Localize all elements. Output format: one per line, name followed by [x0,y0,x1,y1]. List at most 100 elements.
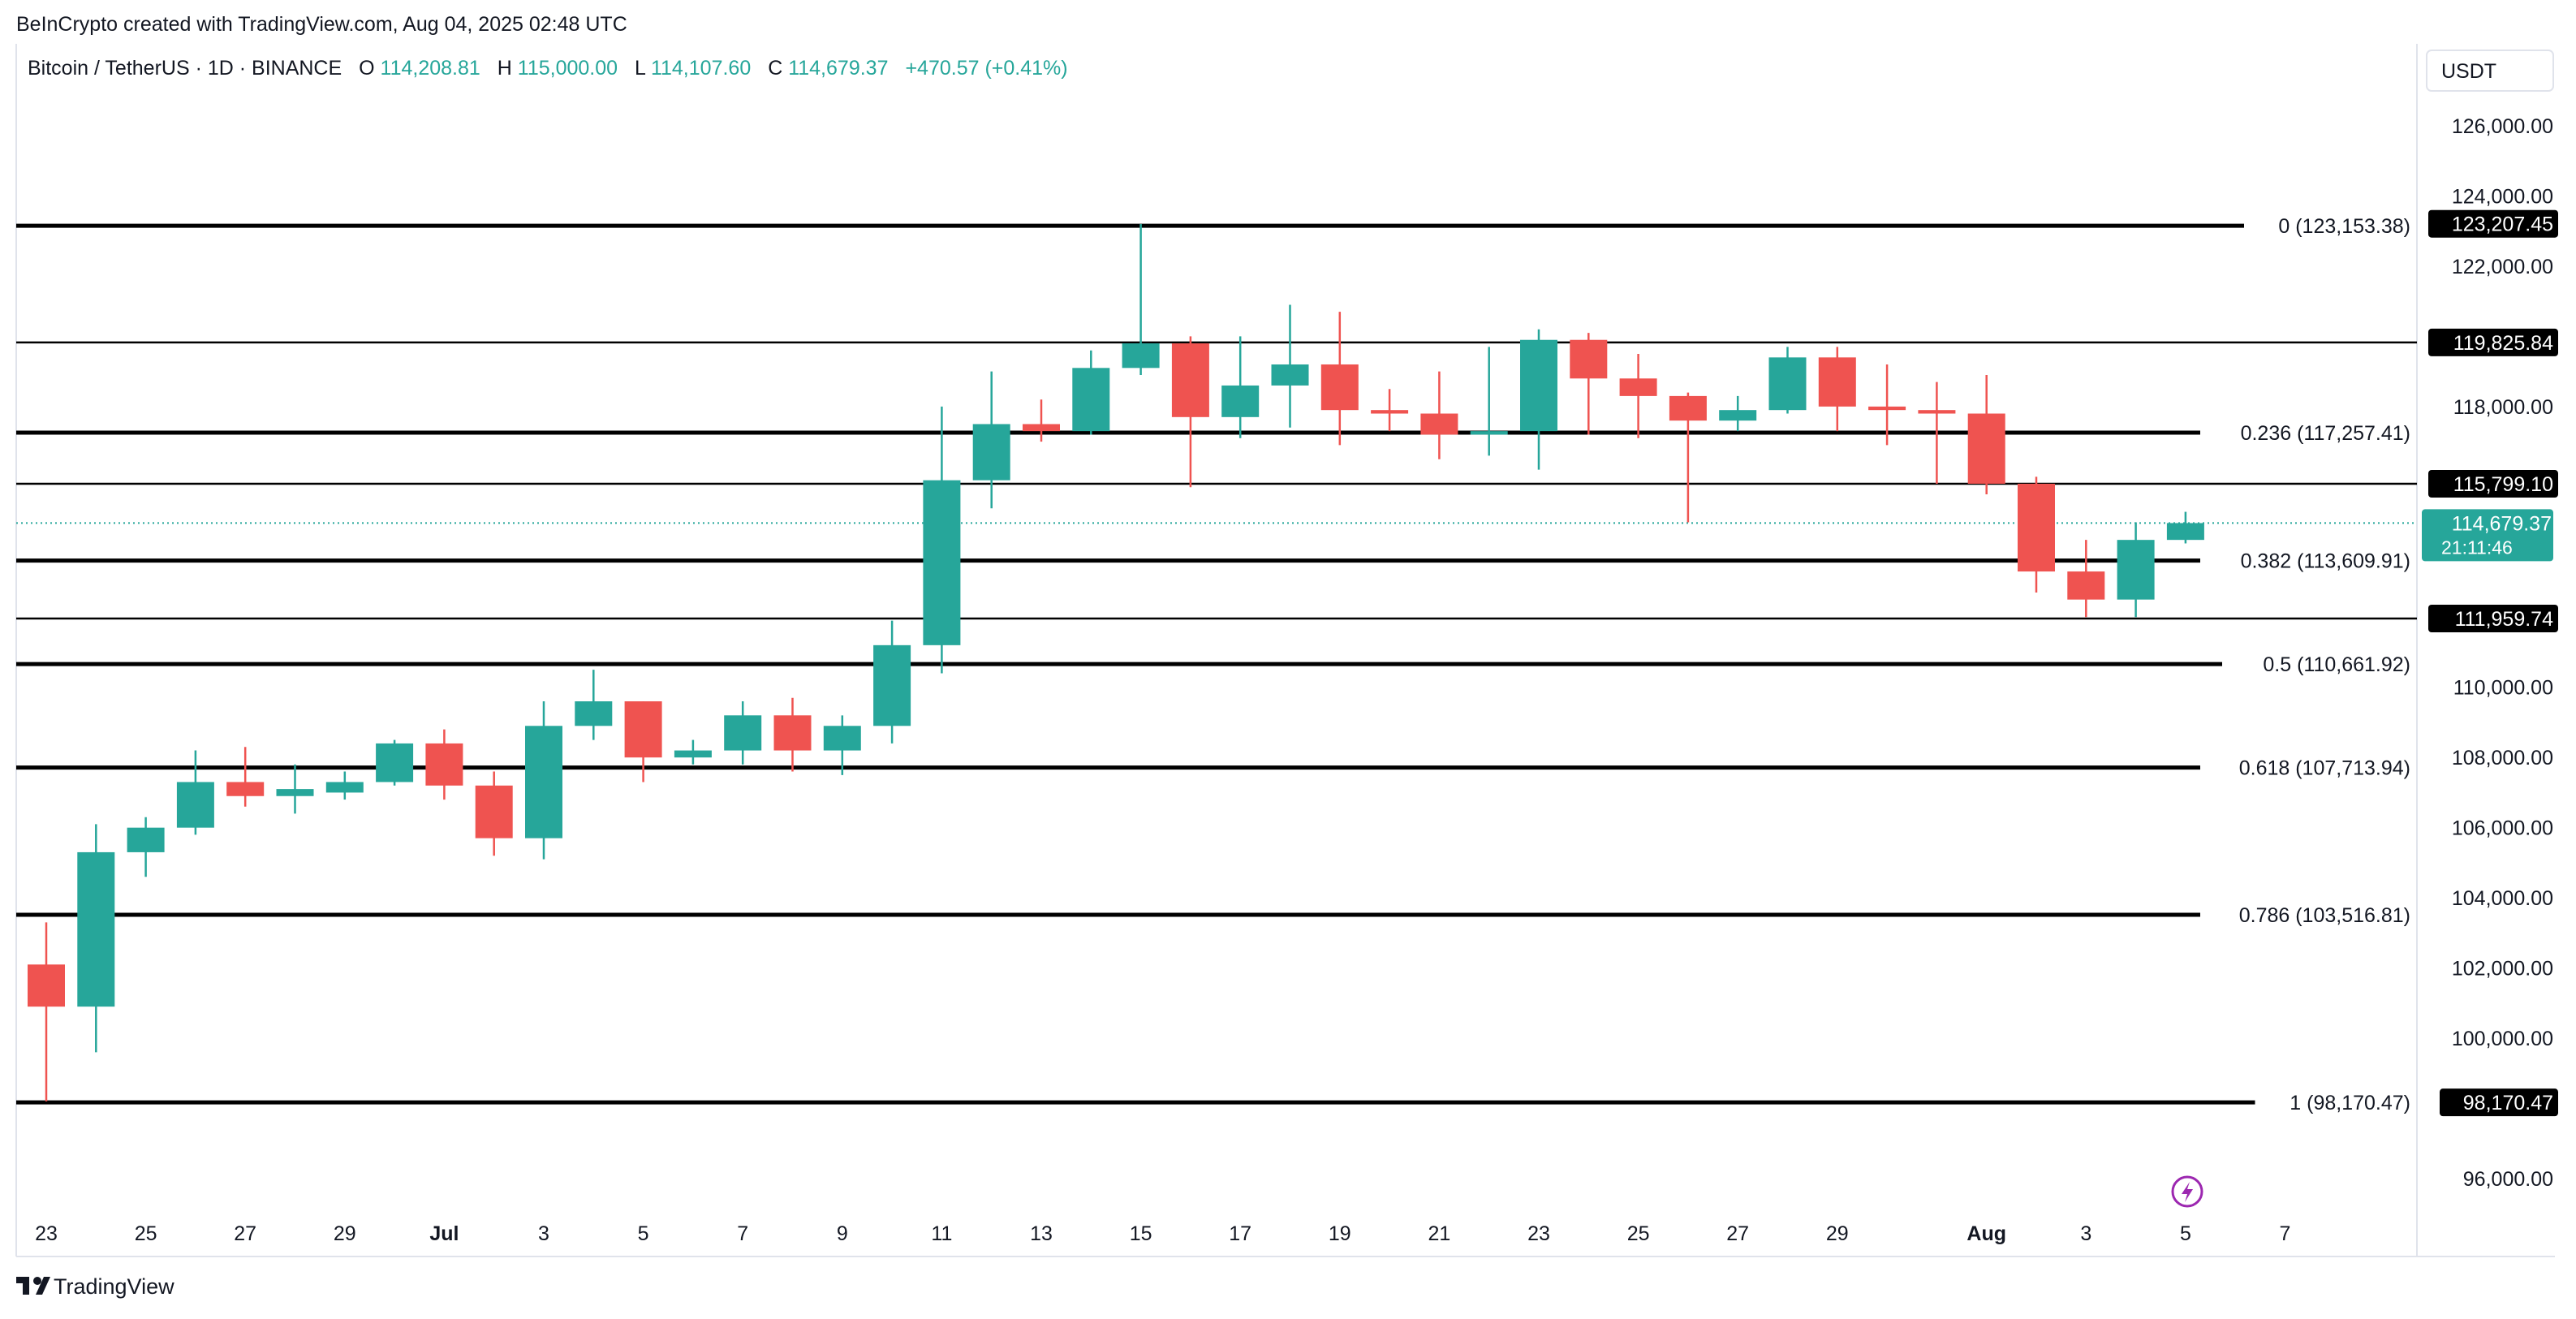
candle-down[interactable] [1868,406,1906,411]
price-tag[interactable]: 98,170.47 [2440,1088,2558,1117]
price-tag-label: 111,959.74 [2455,608,2554,631]
candle-down[interactable] [1967,413,2005,484]
candle-up[interactable] [1470,431,1508,435]
price-tag-label: 98,170.47 [2463,1092,2553,1114]
candle-down[interactable] [1171,343,1209,417]
candle-down[interactable] [28,964,65,1007]
price-axis-tick: 122,000.00 [2452,256,2553,278]
time-axis-tick: 15 [1130,1222,1152,1245]
candles [28,224,2204,1101]
time-axis-tick: 3 [538,1222,549,1245]
price-tag-label: 119,825.84 [2453,332,2553,355]
candle-down[interactable] [1371,410,1409,414]
candle-up[interactable] [127,827,165,852]
candle-down[interactable] [1619,378,1657,396]
level-line-label: 0.382 (113,609.91) [2241,550,2410,573]
level-line-label: 1 (98,170.47) [2290,1092,2410,1114]
candle-down[interactable] [1570,339,1608,379]
symbol-name[interactable]: Bitcoin / TetherUS · 1D · BINANCE [28,57,342,80]
time-axis-tick: 5 [2180,1222,2191,1245]
candle-up[interactable] [1719,410,1757,421]
time-axis-tick: 9 [837,1222,848,1245]
price-axis-tick: 126,000.00 [2452,115,2553,138]
candle-down[interactable] [1023,424,1060,432]
candle-up[interactable] [525,726,562,838]
close-label: C [768,57,782,80]
time-axis-tick: 7 [2280,1222,2291,1245]
candle-up[interactable] [2117,540,2155,600]
lightning-icon-circle [2171,1175,2203,1208]
price-tag[interactable]: 119,825.84 [2428,328,2558,356]
candle-up[interactable] [923,480,961,645]
price-axis-tick: 124,000.00 [2452,185,2553,208]
level-line-label-bg [2222,651,2414,678]
candle-up[interactable] [575,701,613,726]
candle-up[interactable] [1768,357,1807,411]
candle-down[interactable] [1320,364,1359,411]
time-axis-tick: 3 [2080,1222,2091,1245]
candle-down[interactable] [624,701,662,758]
lightning-icon-bolt [2182,1182,2193,1202]
price-axis-tick: 106,000.00 [2452,817,2553,840]
candle-up[interactable] [724,715,762,751]
level-line-label: 0.236 (117,257.41) [2241,422,2410,445]
candle-up[interactable] [674,750,712,758]
price-tag[interactable]: 115,799.10 [2428,470,2558,498]
candle-down[interactable] [773,715,812,751]
price-axis-tick: 102,000.00 [2452,958,2553,981]
candle-up[interactable] [325,782,364,793]
time-axis-tick: 7 [737,1222,748,1245]
candle-up[interactable] [1221,385,1260,417]
candle-up[interactable] [1122,343,1160,369]
candle-down[interactable] [1918,410,1956,414]
candle-up[interactable] [176,782,214,828]
time-axis-tick: 27 [234,1222,256,1245]
price-tag[interactable]: 111,959.74 [2428,605,2558,633]
candle-down[interactable] [1420,413,1458,435]
candle-up[interactable] [2166,523,2204,541]
candle-down[interactable] [1818,357,1856,407]
candle-down[interactable] [1669,395,1707,421]
price-axis-tick: 118,000.00 [2453,396,2553,419]
candle-down[interactable] [2067,571,2105,600]
tradingview-brand-text: TradingView [54,1274,174,1299]
level-line-label-bg [2200,754,2414,781]
candle-up[interactable] [276,789,314,796]
lightning-icon[interactable] [2171,1175,2203,1208]
price-tag-bg [2428,209,2558,238]
time-axis-tick: 13 [1030,1222,1053,1245]
candle-up[interactable] [376,743,414,782]
candle-up[interactable] [1520,339,1557,432]
candle-down[interactable] [425,743,463,786]
candle-up[interactable] [873,644,911,726]
candle-up[interactable] [77,851,115,1007]
currency-button[interactable]: USDT [2426,50,2554,92]
price-axis-tick: 110,000.00 [2453,677,2553,700]
time-axis-tick: 19 [1329,1222,1351,1245]
time-axis-tick: 21 [1428,1222,1450,1245]
price-tag-label: 123,207.45 [2452,213,2553,236]
price-tag[interactable]: 123,207.45 [2428,209,2558,238]
level-line-label-bg [2200,902,2414,929]
level-line-label: 0.786 (103,516.81) [2239,904,2410,927]
candle-down[interactable] [226,782,265,796]
candle-up[interactable] [823,726,861,751]
currency-button-frame [2426,50,2554,92]
time-axis-tick: Aug [1966,1222,2006,1245]
candle-up[interactable] [972,424,1010,481]
candle-down[interactable] [2018,483,2055,572]
high-value: 115,000.00 [518,57,618,80]
candle-up[interactable] [1271,364,1309,386]
candle-down[interactable] [475,785,513,838]
logo-dot [33,1277,41,1285]
tradingview-logo[interactable]: TradingView [16,1274,174,1299]
price-axis: 126,000.00 124,000.00 122,000.00 118,000.00… [2452,115,2553,1191]
candle-up[interactable] [1072,368,1110,432]
level-line-label-bg [2200,419,2414,446]
bar-countdown-label: 21:11:46 [2441,537,2513,558]
horizontal-levels: 0 (123,153.38) 0.236 (117,257.41) 0.382 (1… [16,213,2417,1116]
